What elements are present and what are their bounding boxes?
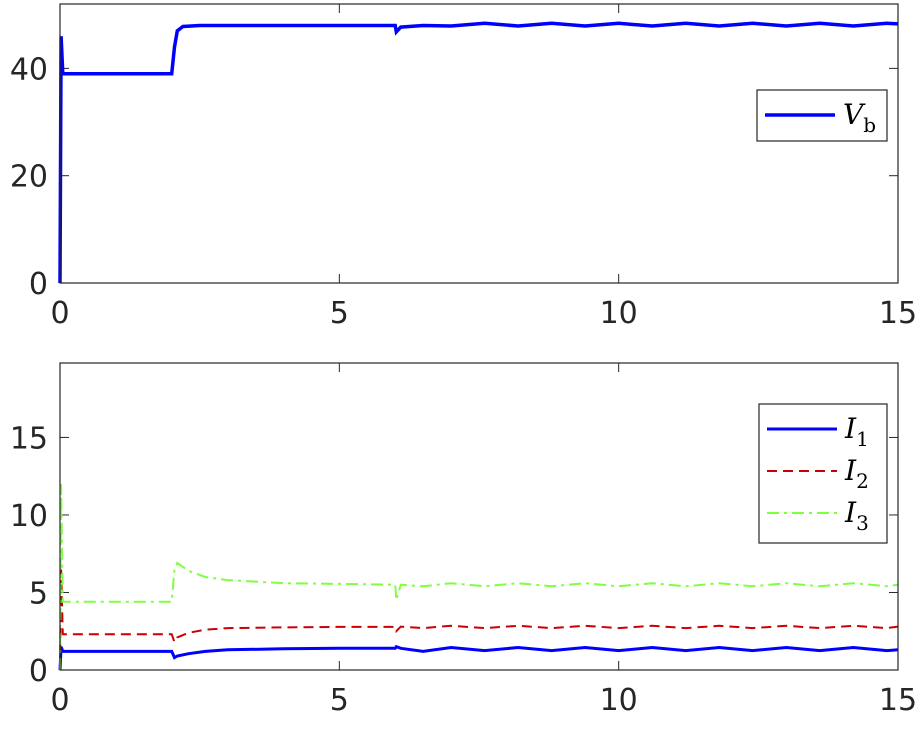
- data-line: [58, 21, 899, 284]
- y-tick-label: 0: [29, 654, 48, 689]
- y-tick-label: 10: [10, 499, 48, 534]
- data-line: [59, 483, 899, 671]
- legend-sub: 1: [856, 427, 869, 451]
- legend-main: I: [844, 412, 857, 445]
- y-tick-label: 20: [10, 160, 48, 195]
- x-tick-label: 0: [50, 683, 69, 718]
- x-tick-label: 10: [600, 296, 638, 331]
- legend-label: I2: [844, 454, 869, 493]
- legend-sub: b: [863, 113, 876, 137]
- legend-main: V: [843, 98, 866, 131]
- plot-area: [60, 363, 898, 670]
- x-tick-label: 0: [50, 296, 69, 331]
- y-tick-label: 40: [10, 52, 48, 87]
- axes-frame: [59, 3, 899, 284]
- legend-box: [758, 403, 888, 544]
- x-tick-label: 5: [330, 683, 349, 718]
- x-tick-label: 5: [330, 296, 349, 331]
- data-line: [59, 569, 899, 671]
- legend-label: Vb: [843, 98, 876, 137]
- y-tick-label: 0: [29, 267, 48, 302]
- legend-label: I3: [844, 496, 869, 535]
- legend: Vb: [756, 89, 888, 142]
- y-tick-label: 15: [10, 421, 48, 456]
- plot-area: [60, 4, 898, 283]
- legend-main: I: [844, 496, 857, 529]
- legend-sub: 3: [856, 511, 869, 535]
- data-line: [58, 644, 899, 671]
- x-tick-label: 10: [600, 683, 638, 718]
- x-tick-label: 15: [879, 296, 917, 331]
- y-tick-label: 5: [29, 576, 48, 611]
- legend-main: I: [844, 454, 857, 487]
- axes-frame: [59, 362, 899, 671]
- legend-label: I1: [844, 412, 869, 451]
- x-tick-label: 15: [879, 683, 917, 718]
- legend-sub: 2: [856, 469, 869, 493]
